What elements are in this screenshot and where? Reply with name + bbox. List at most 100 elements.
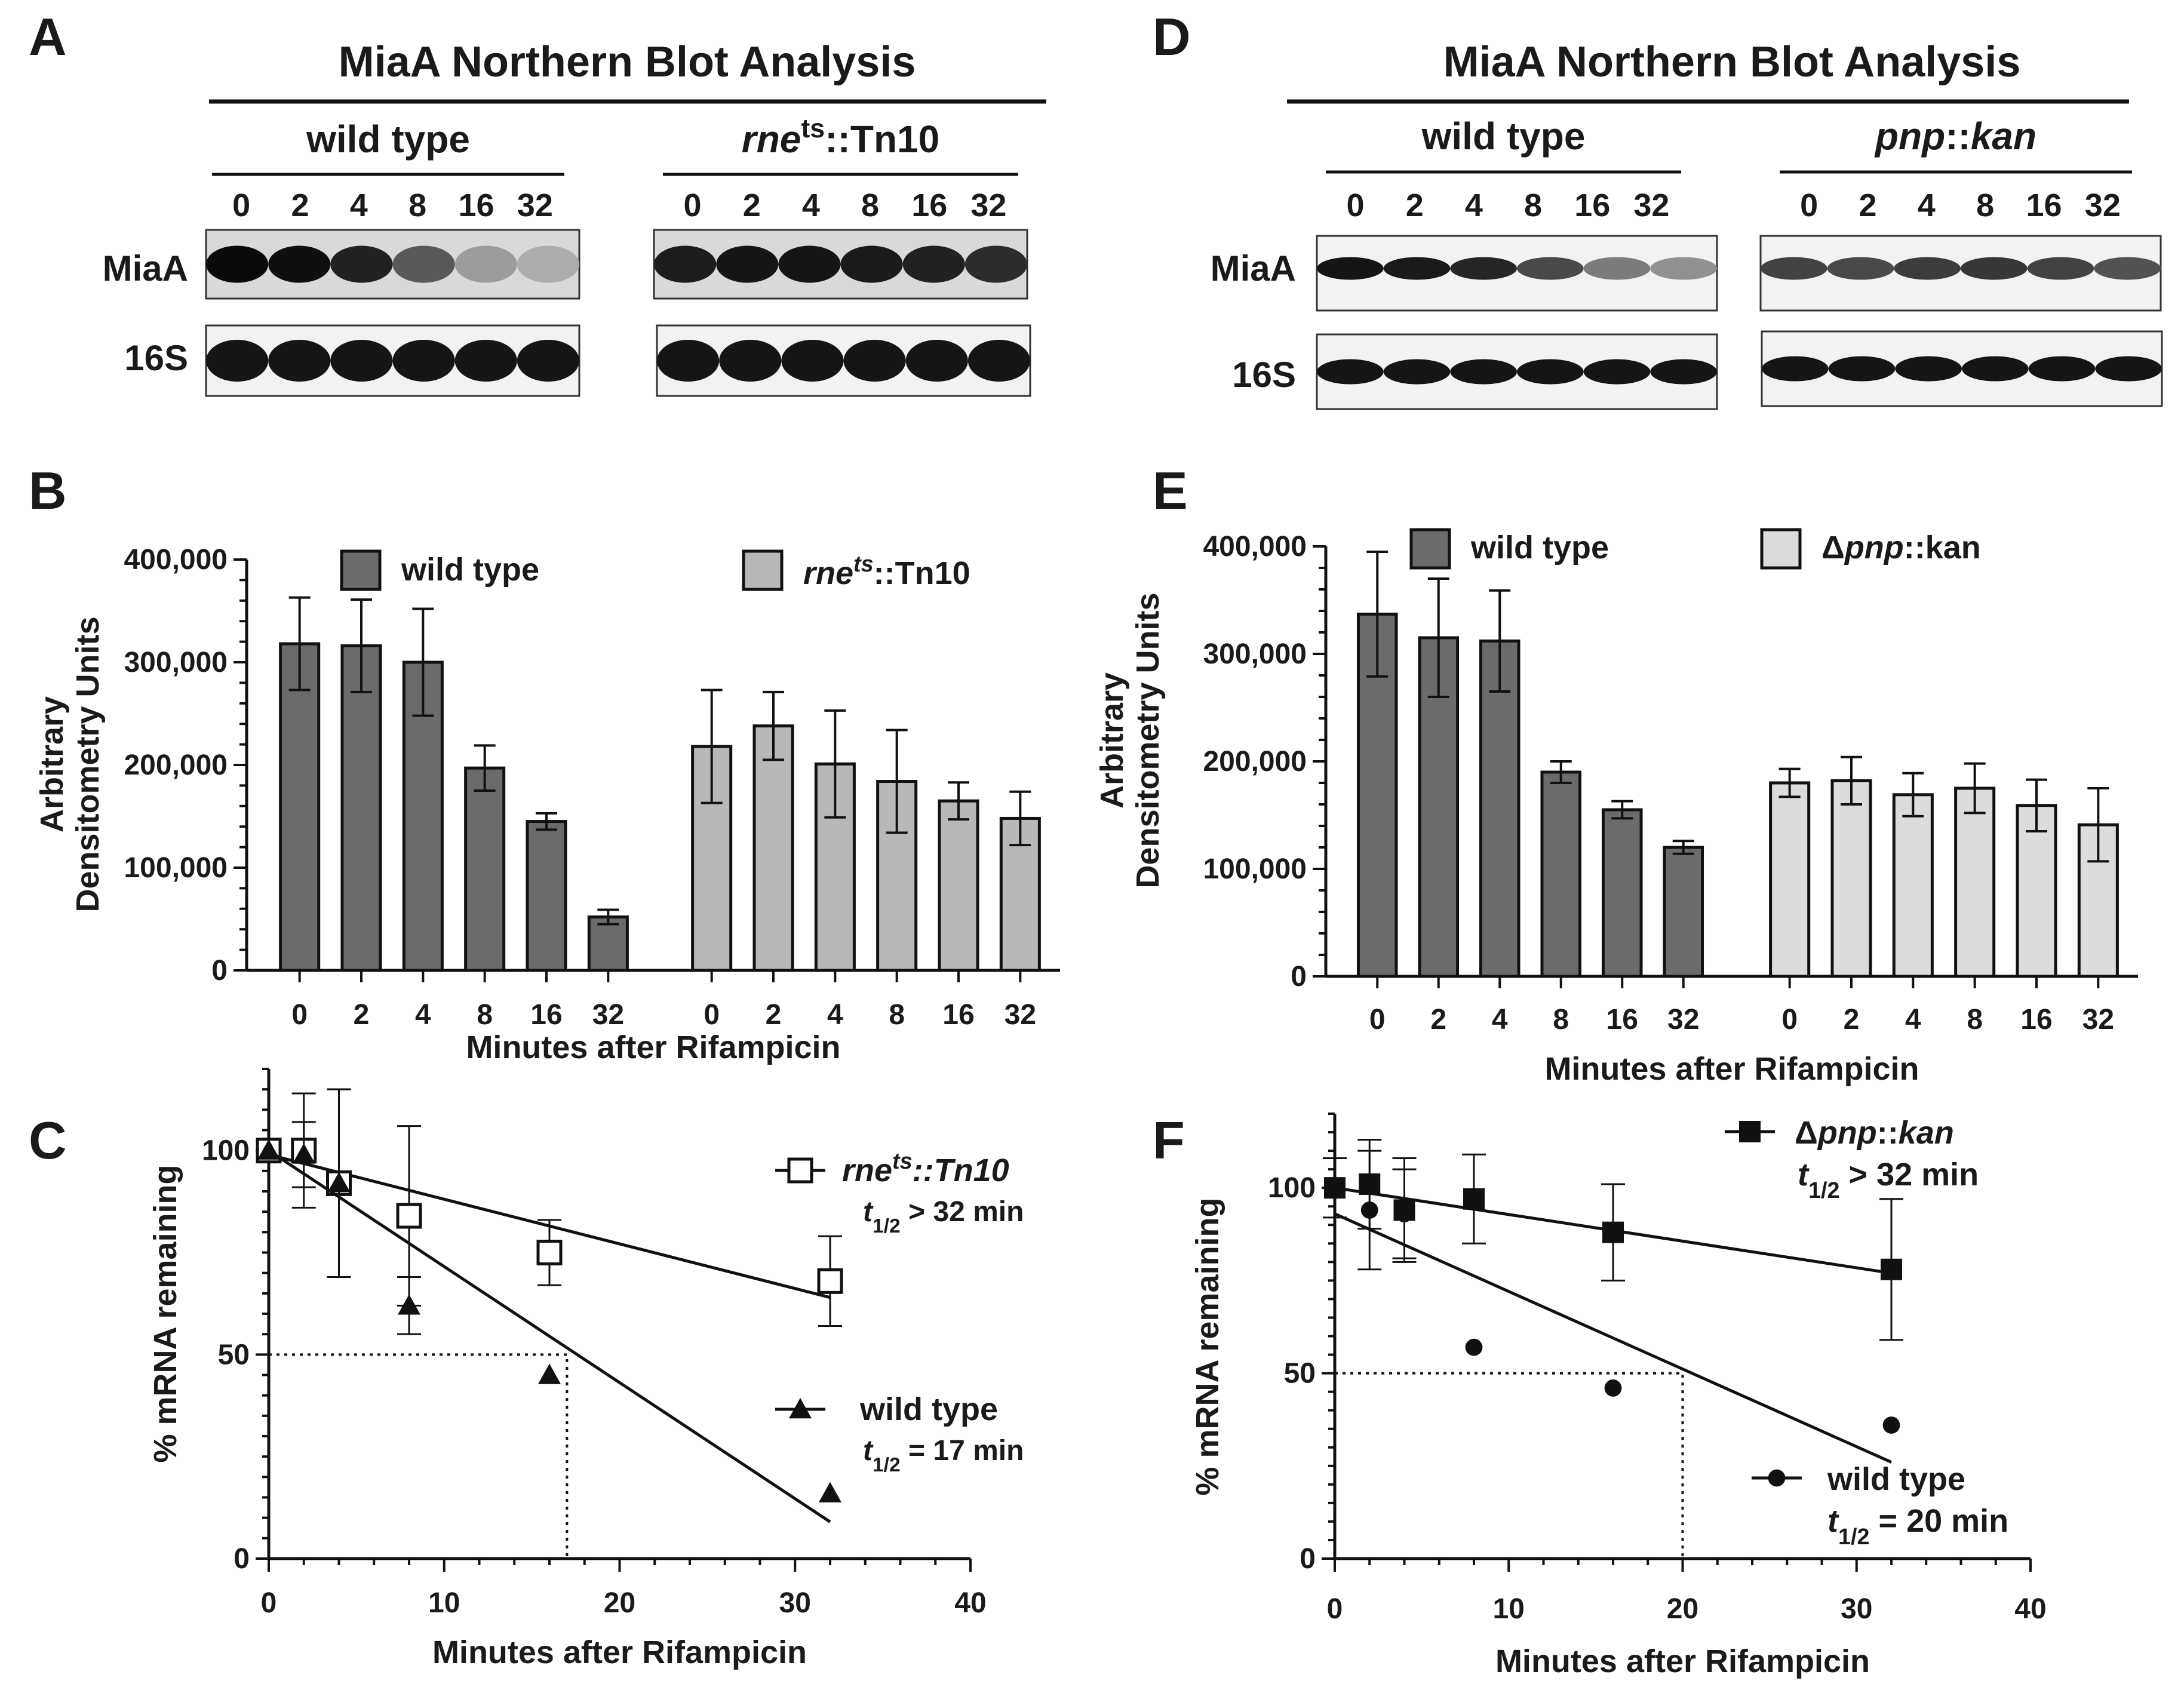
y-tick-label: 100 [202,1135,250,1167]
y-axis-label: % mRNA remaining [1190,1197,1225,1495]
group-label-part: wild type [1421,115,1586,158]
fit-line [1334,1212,1893,1464]
blot-band [517,340,580,382]
data-point [789,1398,812,1419]
half-life-guide [269,1353,569,1559]
lane-label: 32 [517,188,553,223]
bar [1663,846,1704,978]
x-tick-label: 0 [1781,1004,1798,1035]
blot-band [1762,356,1829,382]
x-tick-label: 0 [1327,1593,1343,1625]
y-axis-label: Densitometry Units [1130,592,1166,888]
blot-band [967,340,1030,382]
y-axis-label: Arbitrary [34,696,70,832]
bar [1540,770,1582,978]
panel-letter-b: B [29,461,67,520]
y-tick-label: 300,000 [124,647,228,678]
legend-label: Δpnp::kan [1795,1115,1954,1151]
legend-swatch [742,549,784,591]
blot-frame [1759,235,2162,312]
blot-band [1583,359,1651,385]
y-tick-label: 50 [1284,1358,1316,1390]
half-life-label: t1/2 > 32 min [1798,1157,1979,1203]
blot-band [2028,356,2096,382]
legend-label-part: :: [1877,1115,1899,1151]
data-point [1602,1221,1624,1243]
blot-band [1450,257,1518,280]
blot-band [1317,257,1384,280]
group-label-part: kan [1971,115,2036,158]
bar [1892,793,1934,978]
blot-band [268,340,331,382]
legend-label: wild type [1827,1461,1965,1497]
data-point [398,1294,420,1315]
y-tick-label: 200,000 [124,749,228,781]
blot-band [716,245,779,283]
group-label-part: rne [742,118,801,161]
x-tick-label: 2 [354,999,370,1031]
half-life-label-part: t [1827,1503,1839,1539]
blot-band [392,340,455,382]
blot-band [1894,257,1961,280]
x-tick-label: 20 [1667,1593,1698,1625]
legend-label-part: pnp [1817,1115,1877,1151]
group-label: rnets::Tn10 [742,113,939,161]
lane-label: 0 [1347,188,1365,223]
blot-band [1450,359,1518,385]
legend-swatch [340,549,382,591]
group-label-part: wild type [306,118,470,161]
bar-chart-e: E 0 100,000 200,000 300,000 400,000 Arbitrary D… [1094,461,2138,1087]
legend-swatch [1760,528,1802,570]
y-tick-label: 100,000 [1203,853,1307,885]
blot-row-label-miaa: MiaA [1211,248,1296,288]
data-point [1360,1201,1378,1219]
x-tick-label: 8 [1967,1004,1983,1035]
half-life-label-part: 1/2 [873,1454,901,1476]
x-tick-label: 4 [1492,1004,1508,1035]
blot-band [1761,257,1827,280]
blot-band [1650,359,1718,385]
half-life-guide [1335,1372,1684,1559]
lane-label: 4 [350,188,368,223]
16s-blot-strip [205,324,580,397]
group-label: wild type [306,118,470,161]
lane-label: 32 [1633,188,1669,223]
x-tick-label: 30 [779,1587,811,1619]
y-tick-label: 100,000 [124,852,228,884]
blot-band [1517,257,1584,280]
data-point [396,1203,422,1229]
legend-label: rnets::Tn10 [803,552,970,591]
x-tick-label: 8 [1553,1004,1569,1035]
lane-label: 32 [970,188,1006,223]
panel-letter-f: F [1153,1111,1185,1170]
legend-label-part: wild type [1470,530,1609,566]
data-point [1463,1188,1485,1210]
x-axis-label: Minutes after Rifampicin [1544,1051,1919,1087]
blot-band [1383,359,1451,385]
blot-band [1383,257,1451,280]
y-tick-label: 300,000 [1203,638,1307,670]
lane-label: 2 [1859,188,1876,223]
lane-label: 2 [1406,188,1424,223]
x-tick-label: 32 [592,999,624,1031]
y-axis-label: Densitometry Units [70,616,106,912]
blot-band [206,340,269,382]
y-tick-label: 400,000 [124,544,228,576]
blot-band [1517,359,1584,385]
legend-label-part: pnp [1844,530,1904,566]
data-point [257,1139,280,1160]
blot-band [2027,257,2094,280]
x-axis-label: Minutes after Rifampicin [466,1030,840,1065]
group-label: pnp::kan [1874,115,2036,158]
x-tick-label: 32 [2082,1004,2114,1035]
data-point [1465,1338,1483,1356]
decay-chart-f: F 0 50 100 0 10 20 30 40 % mRNA remaining Minutes … [1153,1111,2047,1679]
legend-label: wild type [859,1391,998,1427]
legend-label: wild type [1470,530,1609,566]
x-tick-label: 2 [1844,1004,1860,1035]
blot-band [843,340,906,382]
bar [464,766,506,972]
legend-label-part: kan [1899,1115,1954,1151]
bar [1830,779,1872,978]
